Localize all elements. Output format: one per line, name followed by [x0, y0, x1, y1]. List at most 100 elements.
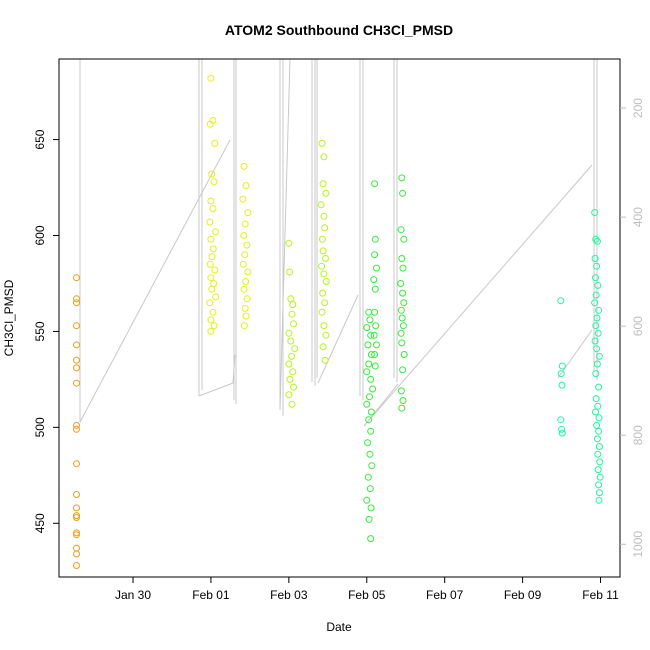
data-point	[399, 322, 407, 330]
data-point	[367, 535, 375, 543]
data-point	[206, 299, 214, 307]
data-point	[73, 421, 80, 429]
data-point	[290, 320, 297, 328]
data-point	[371, 351, 379, 358]
data-point	[593, 360, 601, 368]
data-point	[73, 364, 80, 372]
altitude-trace-line	[79, 139, 231, 423]
data-point	[288, 400, 296, 408]
data-point	[73, 425, 80, 433]
data-point	[593, 237, 601, 245]
data-point	[595, 443, 603, 450]
data-point	[73, 341, 80, 349]
altitude-trace-line	[317, 294, 359, 384]
data-point	[557, 416, 565, 424]
data-point	[73, 295, 80, 303]
data-point	[322, 331, 330, 339]
data-point	[363, 400, 371, 408]
data-point	[209, 205, 217, 213]
data-point	[289, 368, 297, 376]
data-point	[206, 218, 214, 226]
data-point	[595, 427, 603, 435]
data-point	[593, 435, 601, 443]
data-point	[591, 337, 599, 345]
y2-tick-label: 400	[631, 207, 645, 227]
data-point	[398, 404, 406, 412]
data-point	[592, 235, 600, 243]
data-point	[399, 397, 407, 404]
data-point	[73, 529, 80, 537]
data-point	[240, 285, 248, 293]
data-point	[596, 473, 604, 481]
data-point	[321, 224, 329, 232]
data-point	[371, 180, 379, 188]
plot-frame	[58, 58, 621, 578]
data-point	[285, 360, 293, 368]
data-point	[595, 481, 603, 489]
data-point	[364, 341, 372, 349]
data-point	[593, 421, 601, 429]
data-point	[285, 391, 293, 399]
data-point	[595, 414, 603, 422]
data-point	[209, 308, 217, 316]
x-axis-label: Date	[326, 620, 352, 634]
data-point	[317, 201, 325, 209]
data-point	[322, 278, 330, 285]
data-point	[241, 251, 249, 259]
data-point	[397, 387, 405, 395]
data-point	[370, 331, 378, 339]
data-point	[320, 322, 328, 330]
data-point	[73, 512, 80, 520]
data-point	[210, 178, 218, 186]
y-axis-label: CH3Cl_PMSD	[2, 279, 16, 356]
data-point	[73, 531, 80, 539]
data-point	[365, 360, 373, 368]
data-point	[212, 228, 220, 236]
data-point	[592, 291, 600, 299]
data-point	[285, 239, 293, 247]
data-point	[399, 289, 407, 297]
data-point	[365, 416, 373, 424]
data-point	[595, 383, 603, 391]
data-point	[365, 308, 373, 316]
data-point	[208, 170, 216, 178]
data-point	[595, 496, 603, 504]
data-point	[240, 162, 248, 170]
data-point	[366, 450, 374, 458]
data-point	[366, 393, 373, 401]
data-point	[288, 310, 296, 318]
data-point	[73, 322, 80, 330]
data-point	[319, 180, 327, 188]
data-point	[322, 255, 329, 262]
data-point	[242, 278, 250, 285]
data-point	[289, 301, 297, 309]
y-tick-label: 600	[33, 225, 47, 245]
data-point	[319, 343, 327, 351]
data-point	[591, 255, 599, 262]
data-point	[239, 260, 247, 268]
data-point	[318, 262, 326, 270]
y2-tick-label: 1000	[631, 531, 645, 558]
data-point	[321, 356, 329, 364]
altitude-trace-line	[279, 58, 291, 411]
data-point	[398, 339, 406, 347]
data-point	[243, 295, 251, 303]
data-point	[291, 345, 299, 353]
data-point	[208, 285, 216, 293]
data-point	[595, 352, 603, 360]
data-point	[207, 74, 215, 82]
data-point	[367, 504, 375, 512]
data-point	[364, 473, 372, 481]
data-point	[206, 120, 214, 128]
data-point	[594, 466, 602, 474]
data-point	[211, 139, 219, 147]
data-point	[399, 264, 407, 272]
y-tick-label: 500	[33, 417, 47, 437]
data-point	[371, 251, 379, 259]
data-point	[593, 262, 601, 270]
data-point	[371, 285, 379, 293]
data-point	[594, 329, 602, 337]
data-point	[319, 247, 327, 255]
x-tick-label: Feb 11	[582, 588, 619, 602]
data-point	[207, 316, 215, 324]
